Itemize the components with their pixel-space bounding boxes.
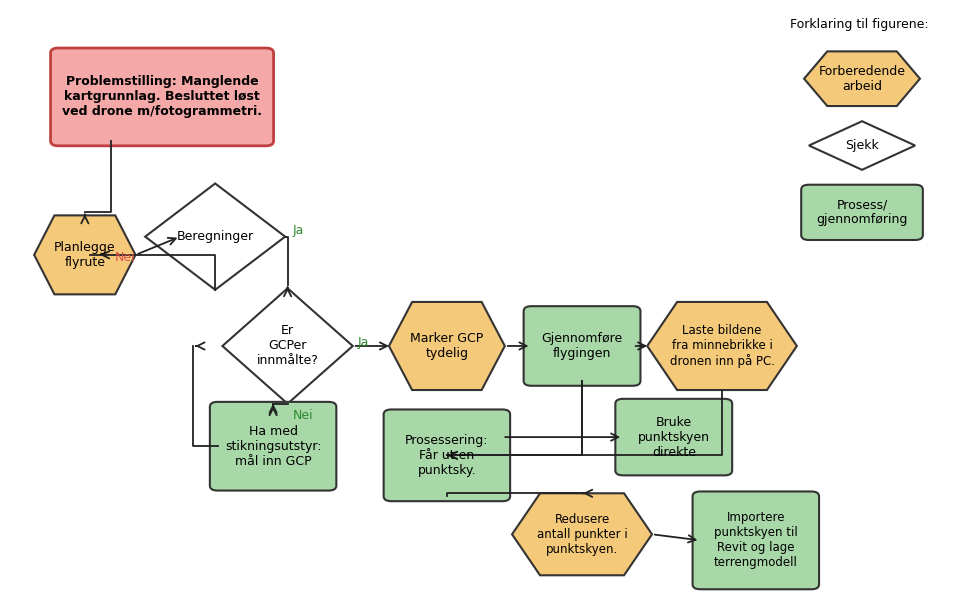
Polygon shape — [146, 183, 285, 290]
Text: Prosessering:
Får ut en
punktsky.: Prosessering: Får ut en punktsky. — [405, 434, 488, 477]
Text: Sjekk: Sjekk — [845, 139, 879, 152]
Polygon shape — [512, 493, 653, 575]
Text: Marker GCP
tydelig: Marker GCP tydelig — [411, 332, 484, 360]
Polygon shape — [34, 215, 136, 294]
Polygon shape — [389, 302, 505, 390]
FancyBboxPatch shape — [801, 185, 922, 240]
Text: Problemstilling: Manglende
kartgrunnlag. Besluttet løst
ved drone m/fotogrammetr: Problemstilling: Manglende kartgrunnlag.… — [62, 75, 262, 118]
FancyBboxPatch shape — [50, 48, 274, 146]
Text: Importere
punktskyen til
Revit og lage
terrengmodell: Importere punktskyen til Revit og lage t… — [714, 511, 798, 569]
Text: Bruke
punktskyen
direkte: Bruke punktskyen direkte — [638, 416, 710, 459]
Text: Prosess/
gjennomføring: Prosess/ gjennomføring — [817, 199, 908, 226]
Polygon shape — [809, 121, 915, 170]
Text: Redusere
antall punkter i
punktskyen.: Redusere antall punkter i punktskyen. — [537, 513, 627, 556]
Text: Planlegge
flyrute: Planlegge flyrute — [54, 241, 116, 269]
Text: Laste bildene
fra minnebrikke i
dronen inn på PC.: Laste bildene fra minnebrikke i dronen i… — [670, 324, 775, 368]
Text: Beregninger: Beregninger — [177, 230, 253, 243]
Text: Nei: Nei — [292, 409, 313, 422]
Text: Ja: Ja — [293, 224, 304, 237]
Text: Er
GCPer
innmålte?: Er GCPer innmålte? — [256, 324, 318, 367]
FancyBboxPatch shape — [523, 306, 641, 386]
Polygon shape — [648, 302, 797, 390]
Text: Ha med
stikningsutstyr:
mål inn GCP: Ha med stikningsutstyr: mål inn GCP — [225, 425, 321, 468]
Text: Forklaring til figurene:: Forklaring til figurene: — [789, 18, 928, 31]
FancyBboxPatch shape — [210, 402, 336, 490]
Text: Gjennomføre
flygingen: Gjennomføre flygingen — [542, 332, 622, 360]
Text: Nei: Nei — [115, 251, 136, 264]
FancyBboxPatch shape — [384, 409, 510, 501]
FancyBboxPatch shape — [616, 399, 732, 475]
Polygon shape — [804, 51, 920, 106]
FancyBboxPatch shape — [692, 492, 820, 589]
Text: Forberedende
arbeid: Forberedende arbeid — [819, 65, 906, 93]
Polygon shape — [222, 288, 352, 404]
Text: Ja: Ja — [357, 337, 369, 349]
